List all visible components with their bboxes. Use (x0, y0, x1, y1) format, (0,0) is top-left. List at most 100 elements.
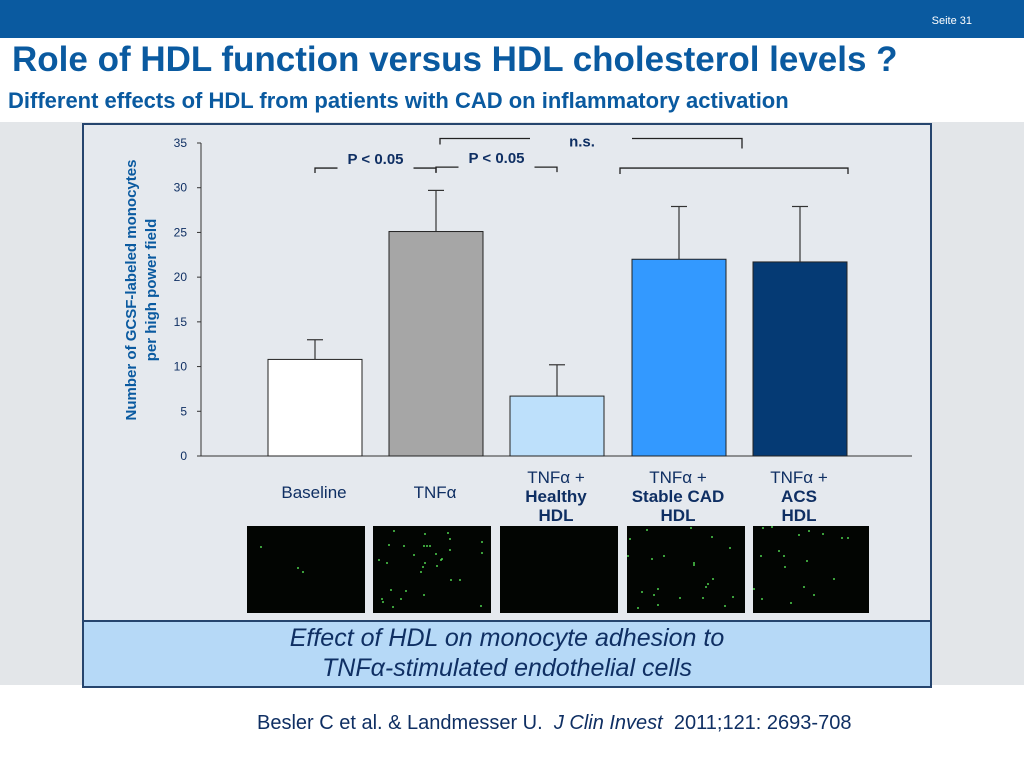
cell-dot (702, 597, 704, 599)
cell-dot (388, 544, 390, 546)
cell-dot (382, 601, 384, 603)
micrograph-baseline (247, 526, 365, 613)
cell-dot (833, 578, 835, 580)
cell-dot (413, 554, 415, 556)
y-tick-label-2: 10 (174, 360, 188, 374)
micrograph-tnfa (373, 526, 491, 613)
category-label-1-line-0: TNFα (414, 483, 457, 502)
cell-dot (808, 530, 810, 532)
micrograph-healthy-hdl (500, 526, 618, 613)
cell-dot (441, 558, 443, 560)
cell-dot (646, 529, 648, 531)
category-label-4-line-2: HDL (782, 506, 817, 525)
cell-dot (393, 530, 395, 532)
cell-dot (711, 536, 713, 538)
category-label-2-line-0: TNFα + (527, 468, 585, 487)
cell-dot (381, 598, 383, 600)
bar-4 (752, 261, 848, 457)
cell-dot (693, 564, 695, 566)
bar-0 (267, 358, 363, 457)
significance-label-1: P < 0.05 (468, 150, 524, 167)
cell-dot (732, 596, 734, 598)
cell-dot (798, 534, 800, 536)
cell-dot (403, 545, 405, 547)
y-tick-label-4: 20 (174, 270, 188, 284)
cell-dot (753, 588, 755, 590)
bar-1 (388, 231, 484, 457)
cell-dot (390, 589, 392, 591)
y-tick-label-3: 15 (174, 315, 188, 329)
cell-dot (405, 590, 407, 592)
cell-dot (424, 562, 426, 564)
y-tick-label-5: 25 (174, 225, 188, 239)
cell-dot (435, 553, 437, 555)
micrograph-stable-cad-hdl (627, 526, 745, 613)
header-bar: Seite 31 (0, 0, 1024, 38)
micrograph-acs-hdl (753, 526, 869, 613)
cell-dot (762, 527, 764, 529)
cell-dot (641, 591, 643, 593)
cell-dot (784, 566, 786, 568)
cell-dot (440, 559, 442, 561)
cell-dot (679, 597, 681, 599)
cell-dot (657, 588, 659, 590)
y-tick-label-6: 30 (174, 181, 188, 195)
cell-dot (783, 555, 785, 557)
cell-dot (422, 566, 424, 568)
cell-dot (297, 567, 299, 569)
cell-dot (653, 594, 655, 596)
cell-dot (450, 579, 452, 581)
cell-dot (761, 598, 763, 600)
cell-dot (436, 565, 438, 567)
cell-dot (423, 594, 425, 596)
cell-dot (400, 598, 402, 600)
significance-label-2: n.s. (569, 134, 595, 151)
cell-dot (386, 562, 388, 564)
y-axis-label-line-2: per high power field (143, 219, 160, 362)
citation: Besler C et al. & Landmesser U. J Clin I… (257, 712, 851, 735)
citation-journal: J Clin Invest (553, 712, 663, 734)
significance-bracket-0 (314, 167, 437, 174)
cell-dot (847, 537, 849, 539)
cell-dot (260, 546, 262, 548)
bar-chart: 0 5 10 15 20 25 30 35 Number of GCSF-labeled mon… (123, 134, 912, 525)
citation-details: 2011;121: 2693-708 (673, 712, 852, 734)
cell-dot (822, 533, 824, 535)
category-label-3-line-1: Stable CAD (632, 487, 725, 506)
category-label-2-line-2: HDL (539, 506, 574, 525)
y-tick-label-0: 0 (180, 449, 187, 463)
cell-dot (426, 545, 428, 547)
category-label-2-line-1: Healthy (525, 487, 587, 506)
cell-dot (771, 526, 773, 528)
cell-dot (449, 549, 451, 551)
cell-dot (420, 571, 422, 573)
cell-dot (459, 579, 461, 581)
cell-dot (790, 602, 792, 604)
significance-label-0: P < 0.05 (347, 151, 403, 168)
bar-2 (509, 395, 605, 457)
significance-bracket-2 (439, 137, 743, 149)
cell-dot (629, 538, 631, 540)
cell-dot (302, 571, 304, 573)
cell-dot (813, 594, 815, 596)
cell-dot (637, 607, 639, 609)
cell-dot (705, 586, 707, 588)
slide-subtitle: Different effects of HDL from patients w… (8, 88, 789, 113)
cell-dot (480, 605, 482, 607)
cell-dot (627, 555, 629, 557)
cell-dot (806, 560, 808, 562)
cell-dot (693, 562, 695, 564)
category-label-4-line-0: TNFα + (770, 468, 828, 487)
caption-line-1: Effect of HDL on monocyte adhesion to (289, 624, 725, 652)
cell-dot (429, 545, 431, 547)
page-number: Seite 31 (931, 15, 972, 27)
cell-dot (663, 555, 665, 557)
cell-dot (449, 538, 451, 540)
category-label-3-line-2: HDL (661, 506, 696, 525)
y-tick-label-1: 5 (180, 404, 187, 418)
cell-dot (690, 527, 692, 529)
category-label-0-line-0: Baseline (281, 483, 346, 502)
cell-dot (423, 545, 425, 547)
cell-dot (657, 604, 659, 606)
cell-dot (712, 578, 714, 580)
